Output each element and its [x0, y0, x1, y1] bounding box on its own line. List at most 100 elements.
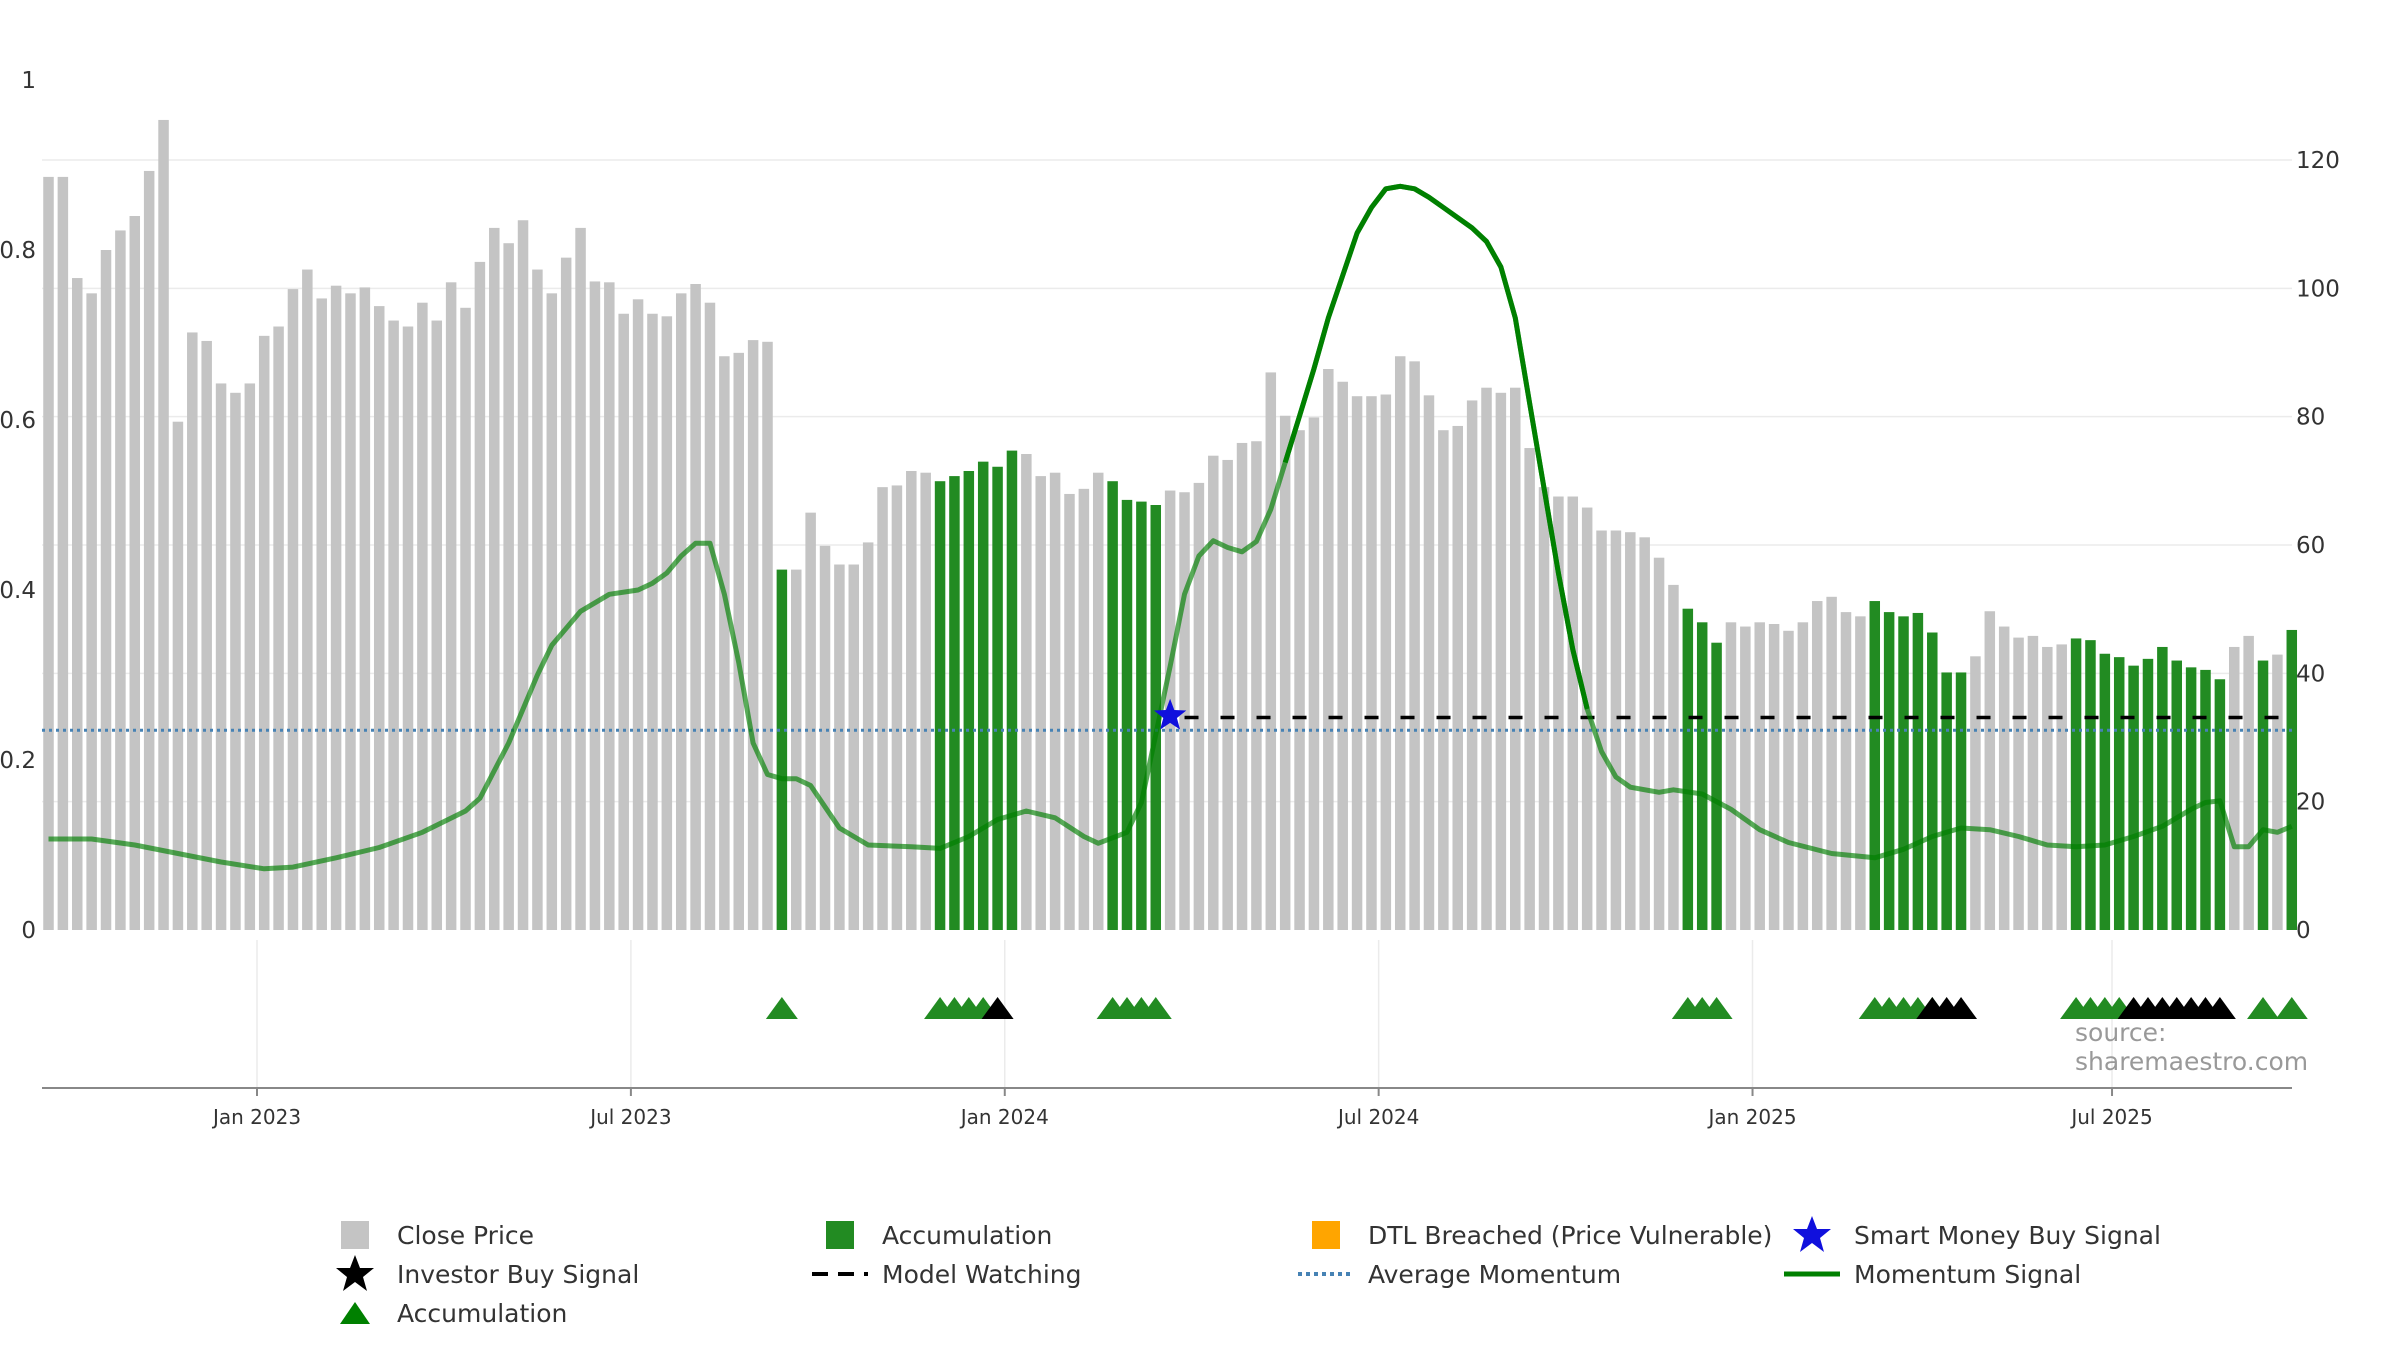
momentum-signal-line [48, 183, 2293, 872]
accumulation-bar [2099, 653, 2111, 930]
accumulation-bar [1006, 450, 1018, 930]
close-price-bar [345, 293, 356, 931]
close-price-bar [747, 340, 759, 931]
investor-buy-triangle [2203, 997, 2236, 1019]
close-price-bar [1768, 624, 1780, 930]
close-price-bar [373, 306, 385, 931]
close-price-bar [1553, 496, 1564, 930]
accumulation-bar [963, 471, 975, 930]
accumulation-bar [1912, 612, 1924, 930]
close-price-bar [158, 119, 169, 930]
close-price-bar [417, 302, 428, 930]
close-price-bar [604, 282, 615, 930]
accumulation-bar [1955, 672, 1967, 930]
close-price-bar [474, 261, 486, 930]
close-price-bar [791, 569, 802, 930]
right-axis-label: 60 [2296, 533, 2325, 559]
close-price-bar [920, 472, 931, 930]
accumulation-bar [2185, 667, 2197, 930]
accumulation-bar [2070, 638, 2082, 930]
close-price-bar [575, 227, 586, 930]
accumulation-triangle [2275, 997, 2308, 1019]
close-price-bar [2243, 635, 2254, 930]
accumulation-bar [2200, 669, 2211, 930]
close-price-bar [1380, 394, 1392, 930]
left-axis-label: 0.2 [0, 748, 36, 774]
close-price-bar [1538, 487, 1550, 930]
accumulation-triangle [2247, 997, 2280, 1019]
close-price-bar [115, 230, 126, 930]
signal-markers [765, 698, 2308, 1019]
accumulation-triangle [1700, 997, 1733, 1019]
close-price-bar [1351, 396, 1363, 930]
close-price-bar [1855, 616, 1866, 930]
accumulation-bar [2257, 660, 2269, 930]
accumulation-bar [1121, 499, 1133, 930]
close-price-bar [2027, 635, 2039, 930]
close-price-bar [1797, 622, 1809, 930]
investor-buy-triangle [1945, 997, 1978, 1019]
accumulation-bar [1927, 632, 1938, 930]
close-price-bar [2229, 646, 2240, 930]
close-price-bar [1423, 395, 1435, 931]
close-price-bar [100, 250, 112, 930]
close-price-bar [733, 352, 744, 931]
accumulation-bar [1883, 612, 1895, 930]
smart-money-buy-star [1154, 698, 1187, 730]
close-price-bar [1668, 584, 1679, 930]
close-price-bar [1524, 448, 1535, 930]
close-price-bar [704, 302, 716, 930]
close-price-bar [1092, 472, 1104, 930]
close-price-bar [330, 285, 342, 930]
left-axis-label: 0.8 [0, 238, 36, 264]
close-price-bar [1970, 656, 1981, 930]
close-price-bar [862, 542, 874, 930]
close-price-bar [2013, 637, 2024, 930]
accumulation-bar [1150, 505, 1162, 930]
close-price-bar [72, 278, 83, 930]
close-price-bar [848, 564, 860, 930]
accumulation-bar [1107, 481, 1118, 930]
close-price-bar [1021, 454, 1032, 930]
close-price-bar [129, 216, 141, 930]
close-price-bar [1510, 387, 1521, 930]
close-price-bar [1035, 476, 1046, 930]
close-price-bar [503, 243, 514, 930]
close-price-bar [546, 293, 558, 931]
close-price-bar [532, 269, 543, 930]
close-price-bar [1466, 400, 1478, 930]
signal-lines [42, 183, 2293, 872]
close-price-bar [1337, 381, 1348, 930]
close-price-bar [258, 335, 270, 931]
close-price-bar [287, 289, 299, 931]
accumulation-bar [1711, 642, 1722, 930]
accumulation-bar [2157, 646, 2168, 930]
x-tick-label: Jul 2024 [1336, 1105, 1419, 1129]
close-price-bar [1783, 630, 1794, 930]
close-price-bar [1208, 455, 1219, 930]
close-price-bar [819, 545, 831, 930]
close-price-bar [690, 284, 701, 930]
close-price-bar [1596, 530, 1607, 930]
close-price-bar [1452, 425, 1463, 930]
close-price-bar [316, 298, 327, 930]
accumulation-bar [2128, 665, 2139, 930]
close-price-bar [1567, 496, 1579, 930]
left-axis-label: 0 [21, 918, 36, 944]
close-price-bar [1740, 626, 1751, 930]
close-price-bar [906, 471, 917, 930]
close-price-bar [675, 293, 687, 931]
accumulation-bar [1898, 616, 1909, 930]
close-price-bar [1826, 596, 1837, 930]
right-axis-label: 120 [2296, 148, 2340, 174]
close-price-bar [57, 176, 69, 930]
accumulation-bar [776, 569, 788, 930]
close-price-bar [1251, 441, 1262, 930]
close-price-bar [1308, 417, 1320, 930]
source-note: source: sharemaestro.com [2075, 1018, 2309, 1076]
close-price-bar [2042, 646, 2053, 930]
close-price-bar [273, 326, 284, 930]
close-price-bar [388, 320, 399, 930]
close-price-bar [1625, 532, 1636, 930]
